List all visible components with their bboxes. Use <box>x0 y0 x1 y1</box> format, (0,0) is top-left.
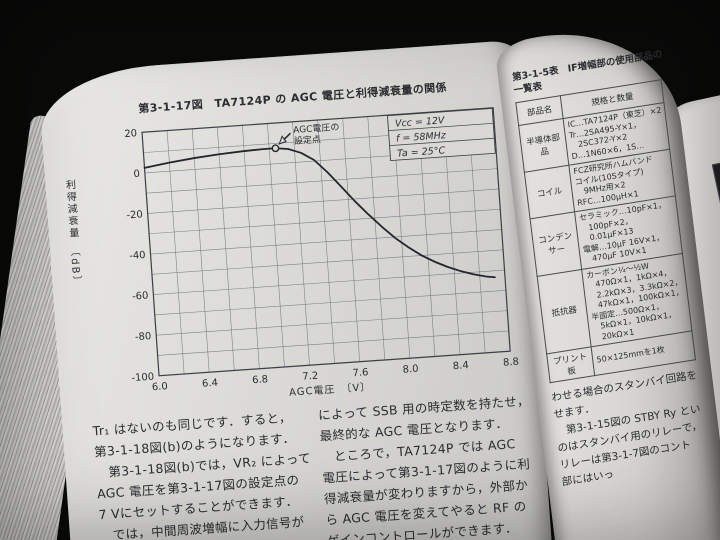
x-tick-label: 7.6 <box>352 367 369 379</box>
chart-y-axis-label: 利得減衰量 〔dB〕 <box>63 179 82 288</box>
part-name-cell: コンデンサー <box>530 211 582 276</box>
annotation-arrow-icon <box>278 135 287 145</box>
right-page-text: わせる場合のスタンバイ回路を せます． 第3-1-15図の STBY Ry といの… <box>551 366 716 491</box>
grid-line <box>153 269 505 295</box>
text-column-1: Tr₁ はないのも同じです．すると， 第3-1-18図(b)のようになります． 第… <box>92 406 316 540</box>
grid-line <box>150 229 502 255</box>
x-tick-label: 8.8 <box>503 357 520 369</box>
grid-line <box>154 290 506 316</box>
part-name-cell: 半導体部品 <box>518 118 570 173</box>
y-tick-label: -60 <box>132 290 149 302</box>
condition-text: Ta = 25°C <box>397 145 446 159</box>
agc-curve <box>143 147 496 279</box>
body-text-columns: Tr₁ はないのも同じです．すると， 第3-1-18図(b)のようになります． 第… <box>92 389 551 540</box>
grid-line <box>147 188 499 214</box>
y-tick-label: -40 <box>129 250 146 262</box>
setpoint-marker <box>271 144 280 153</box>
grid-line <box>149 208 501 235</box>
grid-line <box>146 168 498 194</box>
x-tick-label: 6.8 <box>252 374 269 386</box>
text-column-2: によって SSB 用の時定数を持たせ， 最終的な AGC 電圧となります． ところ… <box>317 390 541 540</box>
part-name-cell: コイル <box>524 165 575 219</box>
parts-table: 部品名 規格と数量 半導体部品 IC…TA7124P（東芝）×2 Tr…2SA495… <box>515 79 696 383</box>
y-tick-label: -20 <box>126 209 143 221</box>
x-tick-label: 8.0 <box>402 364 419 376</box>
condition-text: f = 58MHz <box>396 130 447 145</box>
y-tick-label: 20 <box>124 128 137 140</box>
parts-table-body: 半導体部品 IC…TA7124P（東芝）×2 Tr…2SA495-Y×1， 2SC3… <box>518 102 696 383</box>
grid-line <box>151 249 504 275</box>
left-page: 第3-1-17図 TA7124P の AGC 電圧と利得減衰量の関係 利得減衰量… <box>37 39 559 540</box>
spec-line: 50×125mmを1枚 <box>596 344 666 365</box>
y-tick-label: 0 <box>133 169 140 180</box>
agc-chart: 利得減衰量 〔dB〕 Vcc = 12V f = 58MHz Ta = 25°C 6.… <box>63 93 522 413</box>
x-tick-label: 6.4 <box>202 378 219 390</box>
grid-line <box>157 330 509 356</box>
next-page-dark-figure <box>711 149 720 423</box>
condition-text: Vcc = 12V <box>395 115 447 130</box>
annotation-text: AGC電圧の <box>293 122 340 136</box>
part-name-cell: プリント板 <box>546 346 595 383</box>
chart-x-axis-label: AGC電圧 〔V〕 <box>289 381 372 399</box>
y-tick-label: -80 <box>135 331 152 343</box>
y-tick-label: -100 <box>131 372 154 385</box>
plot-border <box>141 107 511 377</box>
grid-line <box>156 310 508 336</box>
x-tick-label: 8.4 <box>453 360 470 372</box>
annotation-text: 設定点 <box>294 133 322 147</box>
x-tick-label: 7.2 <box>302 371 319 383</box>
x-tick-label: 6.0 <box>152 381 169 393</box>
